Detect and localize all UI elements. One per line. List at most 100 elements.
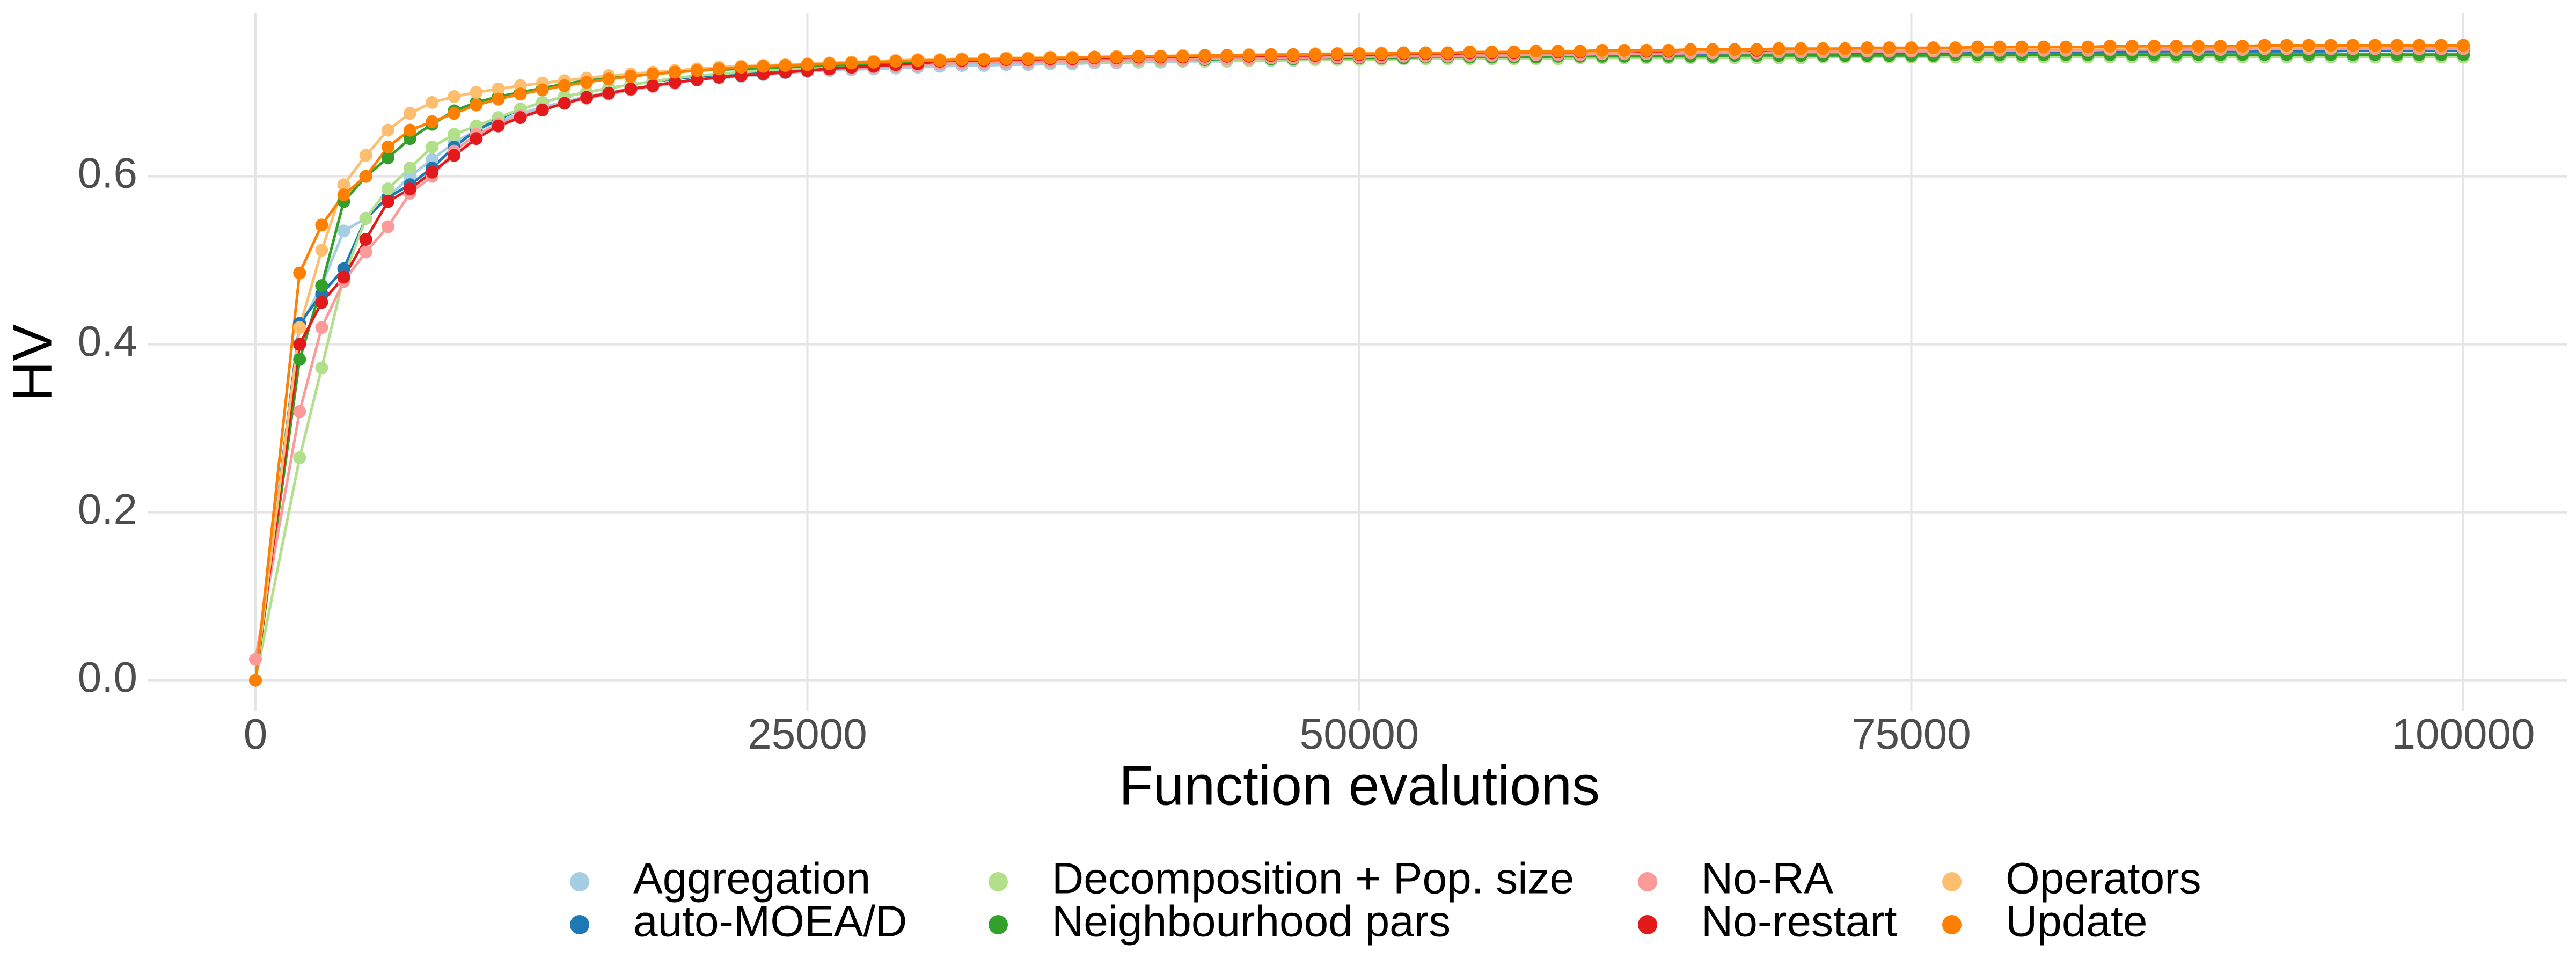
data-point (426, 165, 439, 179)
data-point (359, 149, 372, 162)
data-point (315, 296, 328, 309)
data-point (1772, 42, 1785, 55)
data-point (337, 224, 350, 238)
data-point (1044, 51, 1057, 64)
data-point (1507, 45, 1521, 58)
data-point (2346, 39, 2360, 52)
data-point (293, 321, 306, 334)
data-point (955, 53, 969, 67)
data-point (315, 218, 328, 232)
legend-label: No-restart (1701, 897, 1897, 946)
data-point (470, 98, 483, 112)
data-point (2258, 39, 2271, 52)
data-point (470, 132, 483, 145)
data-point (448, 149, 461, 162)
data-point (1110, 50, 1123, 64)
legend-label: Neighbourhood pars (1052, 897, 1451, 946)
data-point (426, 140, 439, 153)
data-point (514, 87, 527, 101)
data-point (248, 653, 262, 666)
data-point (470, 86, 483, 99)
data-point (1463, 45, 1476, 58)
data-point (492, 82, 505, 96)
data-point (801, 58, 814, 71)
data-point (712, 62, 726, 76)
y-axis-title: HV (1, 324, 63, 401)
data-point (2434, 39, 2448, 52)
data-point (558, 97, 571, 110)
legend-marker (989, 872, 1008, 891)
data-point (933, 54, 947, 67)
data-point (1066, 51, 1079, 64)
data-point (1596, 43, 1609, 57)
data-point (381, 220, 394, 233)
data-point (646, 79, 660, 92)
legend-label: Aggregation (633, 854, 870, 903)
data-point (1662, 43, 1675, 57)
data-point (1861, 41, 1874, 55)
data-point (448, 128, 461, 141)
data-point (1154, 49, 1167, 63)
data-point (1132, 49, 1145, 63)
data-point (1905, 41, 1918, 55)
data-point (1993, 40, 2007, 54)
legend-label: Operators (2006, 854, 2201, 903)
data-point (293, 353, 306, 366)
data-point (823, 57, 836, 70)
data-point (1286, 48, 1300, 61)
y-tick-label: 0.4 (78, 317, 137, 365)
data-point (1397, 46, 1410, 60)
x-axis-title: Function evalutions (1119, 755, 1600, 817)
data-point (757, 60, 770, 73)
legend-label: No-RA (1701, 854, 1833, 903)
data-point (2324, 39, 2338, 52)
data-point (293, 451, 306, 464)
legend-marker (1638, 915, 1657, 934)
data-point (624, 70, 638, 83)
data-point (2059, 40, 2073, 54)
y-tick-label: 0.6 (78, 149, 137, 197)
data-point (2081, 40, 2095, 54)
data-point (426, 96, 439, 109)
data-point (646, 67, 660, 80)
data-point (1529, 45, 1543, 58)
data-point (337, 270, 350, 284)
x-tick-label: 0 (244, 710, 268, 758)
data-point (403, 182, 416, 196)
data-point (2457, 39, 2470, 52)
x-tick-label: 25000 (748, 710, 867, 758)
data-point (1883, 41, 1896, 55)
data-point (1640, 43, 1653, 57)
data-point (580, 76, 594, 89)
data-point (1485, 45, 1498, 58)
data-point (337, 188, 350, 202)
data-point (1728, 43, 1741, 56)
data-point (2280, 39, 2293, 52)
data-point (248, 674, 262, 687)
legend-marker (1638, 872, 1657, 891)
data-point (1021, 52, 1035, 65)
data-point (602, 86, 616, 100)
data-point (2148, 40, 2161, 53)
data-point (668, 65, 682, 79)
data-point (999, 52, 1013, 65)
legend-marker (570, 915, 589, 934)
data-point (1618, 43, 1631, 57)
data-point (1176, 49, 1189, 63)
legend-marker (989, 915, 1008, 934)
data-point (1441, 46, 1454, 60)
data-point (536, 103, 549, 116)
data-point (1220, 49, 1234, 62)
data-point (2037, 40, 2051, 54)
data-point (845, 56, 858, 70)
x-tick-label: 50000 (1300, 710, 1419, 758)
data-point (889, 55, 903, 68)
data-point (1308, 48, 1322, 61)
legend-label: auto-MOEA/D (633, 897, 907, 946)
x-tick-label: 100000 (2392, 710, 2535, 758)
legend-marker (1942, 915, 1962, 934)
data-point (1927, 41, 1940, 55)
data-point (2125, 40, 2139, 53)
data-point (315, 244, 328, 257)
